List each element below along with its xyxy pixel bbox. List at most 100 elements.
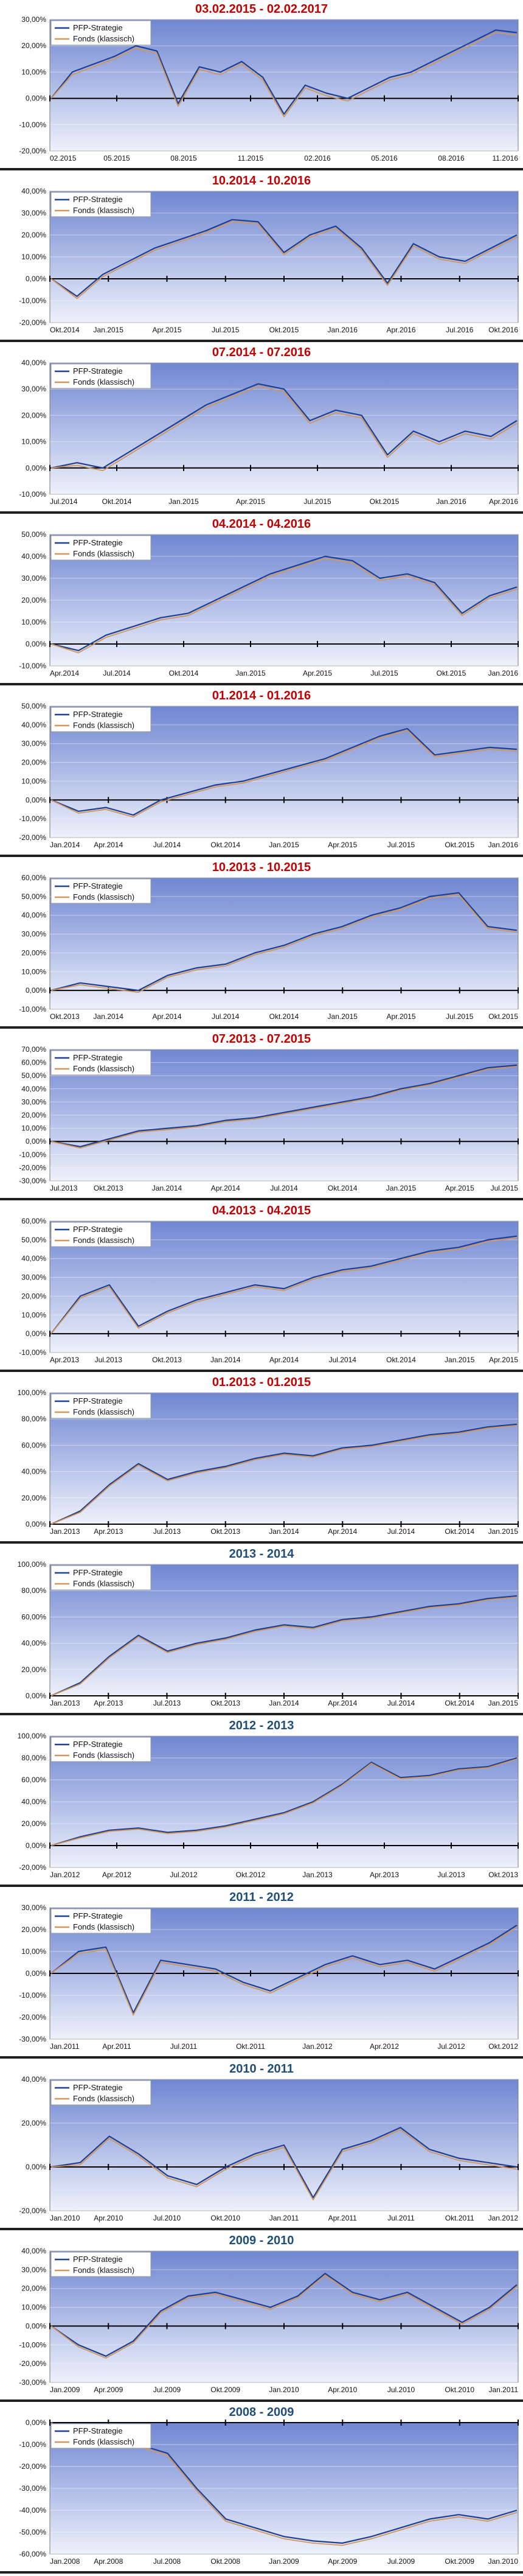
y-tick-label: 10,00% bbox=[21, 438, 46, 446]
y-tick-label: 10,00% bbox=[21, 68, 46, 76]
y-tick-label: 30,00% bbox=[21, 2266, 46, 2274]
legend-label-pfp: PFP-Strategie bbox=[73, 1396, 123, 1405]
series-line-pfp bbox=[50, 1595, 518, 1697]
chart-title: 2010 - 2011 bbox=[229, 2062, 294, 2076]
y-tick-label: 70,00% bbox=[21, 1046, 46, 1054]
panel-separator bbox=[0, 1541, 523, 1544]
line-chart: 60,00% 50,00% 40,00% 30,00% 20,00% 10,00% 0,00… bbox=[19, 874, 519, 1021]
chart-panel: 2011 - 2012 30,00% 20,00% 10,00% 0,00% -10,00… bbox=[0, 1888, 523, 2060]
chart-title: 07.2014 - 07.2016 bbox=[212, 346, 311, 359]
y-tick-label: -10,00% bbox=[19, 121, 46, 129]
x-tick-label: Apr.2016 bbox=[386, 326, 415, 334]
y-tick-label: -20,00% bbox=[19, 2462, 46, 2471]
legend-label-pfp: PFP-Strategie bbox=[73, 1568, 123, 1577]
x-tick-label: Jan.2016 bbox=[436, 497, 466, 506]
x-tick-label: Jul.2012 bbox=[437, 2042, 465, 2051]
panel-separator bbox=[0, 2056, 523, 2059]
legend-label-pfp: PFP-Strategie bbox=[73, 2255, 123, 2264]
legend: PFP-Strategie Fonds (klassisch) bbox=[50, 2080, 151, 2105]
chart-title: 2012 - 2013 bbox=[229, 1719, 294, 1732]
series-line-pfp bbox=[50, 219, 518, 297]
series-line-fonds bbox=[50, 1597, 518, 1696]
x-tick-label: Jan.2015 bbox=[488, 1699, 519, 1707]
legend: PFP-Strategie Fonds (klassisch) bbox=[50, 1565, 151, 1591]
x-tick-label: Jul.2015 bbox=[370, 669, 398, 677]
x-tick-label: Jan.2014 bbox=[269, 1527, 299, 1536]
y-tick-label: 0,00% bbox=[26, 464, 46, 472]
legend-label-fonds: Fonds (klassisch) bbox=[73, 1064, 134, 1073]
legend-label-pfp: PFP-Strategie bbox=[73, 23, 123, 32]
legend: PFP-Strategie Fonds (klassisch) bbox=[50, 2252, 151, 2277]
x-tick-label: Apr.2011 bbox=[102, 2042, 131, 2051]
x-tick-label: Jul.2013 bbox=[50, 1184, 78, 1192]
x-tick-label: 08.2015 bbox=[170, 154, 197, 163]
x-tick-label: Apr.2013 bbox=[50, 1356, 79, 1364]
chart-panel: 04.2014 - 04.2016 50,00% 40,00% 30,00% 20,00… bbox=[0, 515, 523, 687]
y-tick-label: 0,00% bbox=[26, 1520, 46, 1528]
y-tick-label: 40,00% bbox=[21, 1797, 46, 1806]
panel-separator bbox=[0, 511, 523, 514]
line-chart: 70,00% 60,00% 50,00% 40,00% 30,00% 20,00% 10,0… bbox=[19, 1046, 519, 1192]
line-chart: 60,00% 50,00% 40,00% 30,00% 20,00% 10,00% 0,00… bbox=[19, 1217, 519, 1364]
x-tick-label: Jul.2016 bbox=[446, 326, 474, 334]
chart-title: 04.2014 - 04.2016 bbox=[212, 517, 311, 531]
x-tick-label: 05.2016 bbox=[371, 154, 398, 163]
series-line-pfp bbox=[50, 1064, 518, 1147]
legend-label-fonds: Fonds (klassisch) bbox=[73, 892, 134, 901]
y-tick-label: -30,00% bbox=[19, 2035, 46, 2043]
series-line-fonds bbox=[50, 1425, 518, 1525]
chart-panel: 2012 - 2013 100,00% 80,00% 60,00% 40,00% 20,0… bbox=[0, 1717, 523, 1888]
x-tick-label: Jan.2010 bbox=[269, 2385, 299, 2394]
legend-label-pfp: PFP-Strategie bbox=[73, 1740, 123, 1749]
y-tick-label: 30,00% bbox=[21, 385, 46, 393]
series-line-pfp bbox=[50, 383, 518, 469]
line-chart: 50,00% 40,00% 30,00% 20,00% 10,00% 0,00% -10,0… bbox=[19, 531, 519, 677]
y-tick-label: 50,00% bbox=[21, 1071, 46, 1080]
x-tick-label: Okt.2012 bbox=[488, 2042, 518, 2051]
x-tick-label: Apr.2014 bbox=[269, 1356, 299, 1364]
panel-separator bbox=[0, 1198, 523, 1200]
chart-panel: 04.2013 - 04.2015 60,00% 50,00% 40,00% 30,00… bbox=[0, 1202, 523, 1373]
y-tick-label: 20,00% bbox=[21, 758, 46, 767]
chart-title: 03.02.2015 - 02.02.2017 bbox=[195, 2, 328, 16]
series-line-fonds bbox=[50, 2275, 518, 2359]
y-tick-label: 0,00% bbox=[26, 2419, 46, 2427]
y-tick-label: -20,00% bbox=[19, 1163, 46, 1172]
legend-label-pfp: PFP-Strategie bbox=[73, 1053, 123, 1062]
series-line-pfp bbox=[50, 2127, 518, 2199]
x-tick-label: Apr.2016 bbox=[489, 497, 518, 506]
legend: PFP-Strategie Fonds (klassisch) bbox=[50, 1222, 151, 1247]
chart-title: 2011 - 2012 bbox=[229, 1891, 294, 1904]
x-tick-label: Jul.2015 bbox=[491, 1184, 519, 1192]
y-tick-label: 100,00% bbox=[18, 1561, 47, 1569]
panel-separator bbox=[0, 2571, 523, 2574]
y-tick-label: 0,00% bbox=[26, 275, 46, 283]
x-tick-label: Okt.2013 bbox=[210, 1699, 240, 1707]
y-tick-label: 10,00% bbox=[21, 1947, 46, 1956]
x-tick-label: Apr.2014 bbox=[152, 1012, 181, 1021]
y-tick-label: 40,00% bbox=[21, 1468, 46, 1476]
x-tick-label: Apr.2015 bbox=[386, 1012, 415, 1021]
x-tick-label: Apr.2015 bbox=[236, 497, 265, 506]
y-tick-label: -30,00% bbox=[19, 2484, 46, 2493]
y-tick-label: 10,00% bbox=[21, 2303, 46, 2312]
series-line-fonds bbox=[50, 730, 518, 818]
x-tick-label: Jul.2014 bbox=[212, 1012, 240, 1021]
legend: PFP-Strategie Fonds (klassisch) bbox=[50, 1908, 151, 1934]
x-tick-label: Jul.2011 bbox=[170, 2042, 198, 2051]
y-tick-label: 0,00% bbox=[26, 986, 46, 995]
legend-label-fonds: Fonds (klassisch) bbox=[73, 2437, 134, 2446]
x-tick-label: Jul.2014 bbox=[387, 1527, 415, 1536]
x-tick-label: Okt.2015 bbox=[488, 1012, 518, 1021]
legend-label-fonds: Fonds (klassisch) bbox=[73, 2266, 134, 2275]
series-line-pfp bbox=[50, 555, 518, 651]
y-tick-label: 30,00% bbox=[21, 740, 46, 748]
series-line-fonds bbox=[50, 894, 518, 993]
panel-separator bbox=[0, 1885, 523, 1887]
x-tick-label: Jan.2010 bbox=[488, 2557, 519, 2566]
series-line-fonds bbox=[50, 1927, 518, 2016]
legend-label-fonds: Fonds (klassisch) bbox=[73, 377, 134, 387]
y-tick-label: 60,00% bbox=[21, 1059, 46, 1067]
x-tick-label: Jan.2015 bbox=[386, 1184, 417, 1192]
x-tick-label: Okt.2016 bbox=[488, 326, 518, 334]
